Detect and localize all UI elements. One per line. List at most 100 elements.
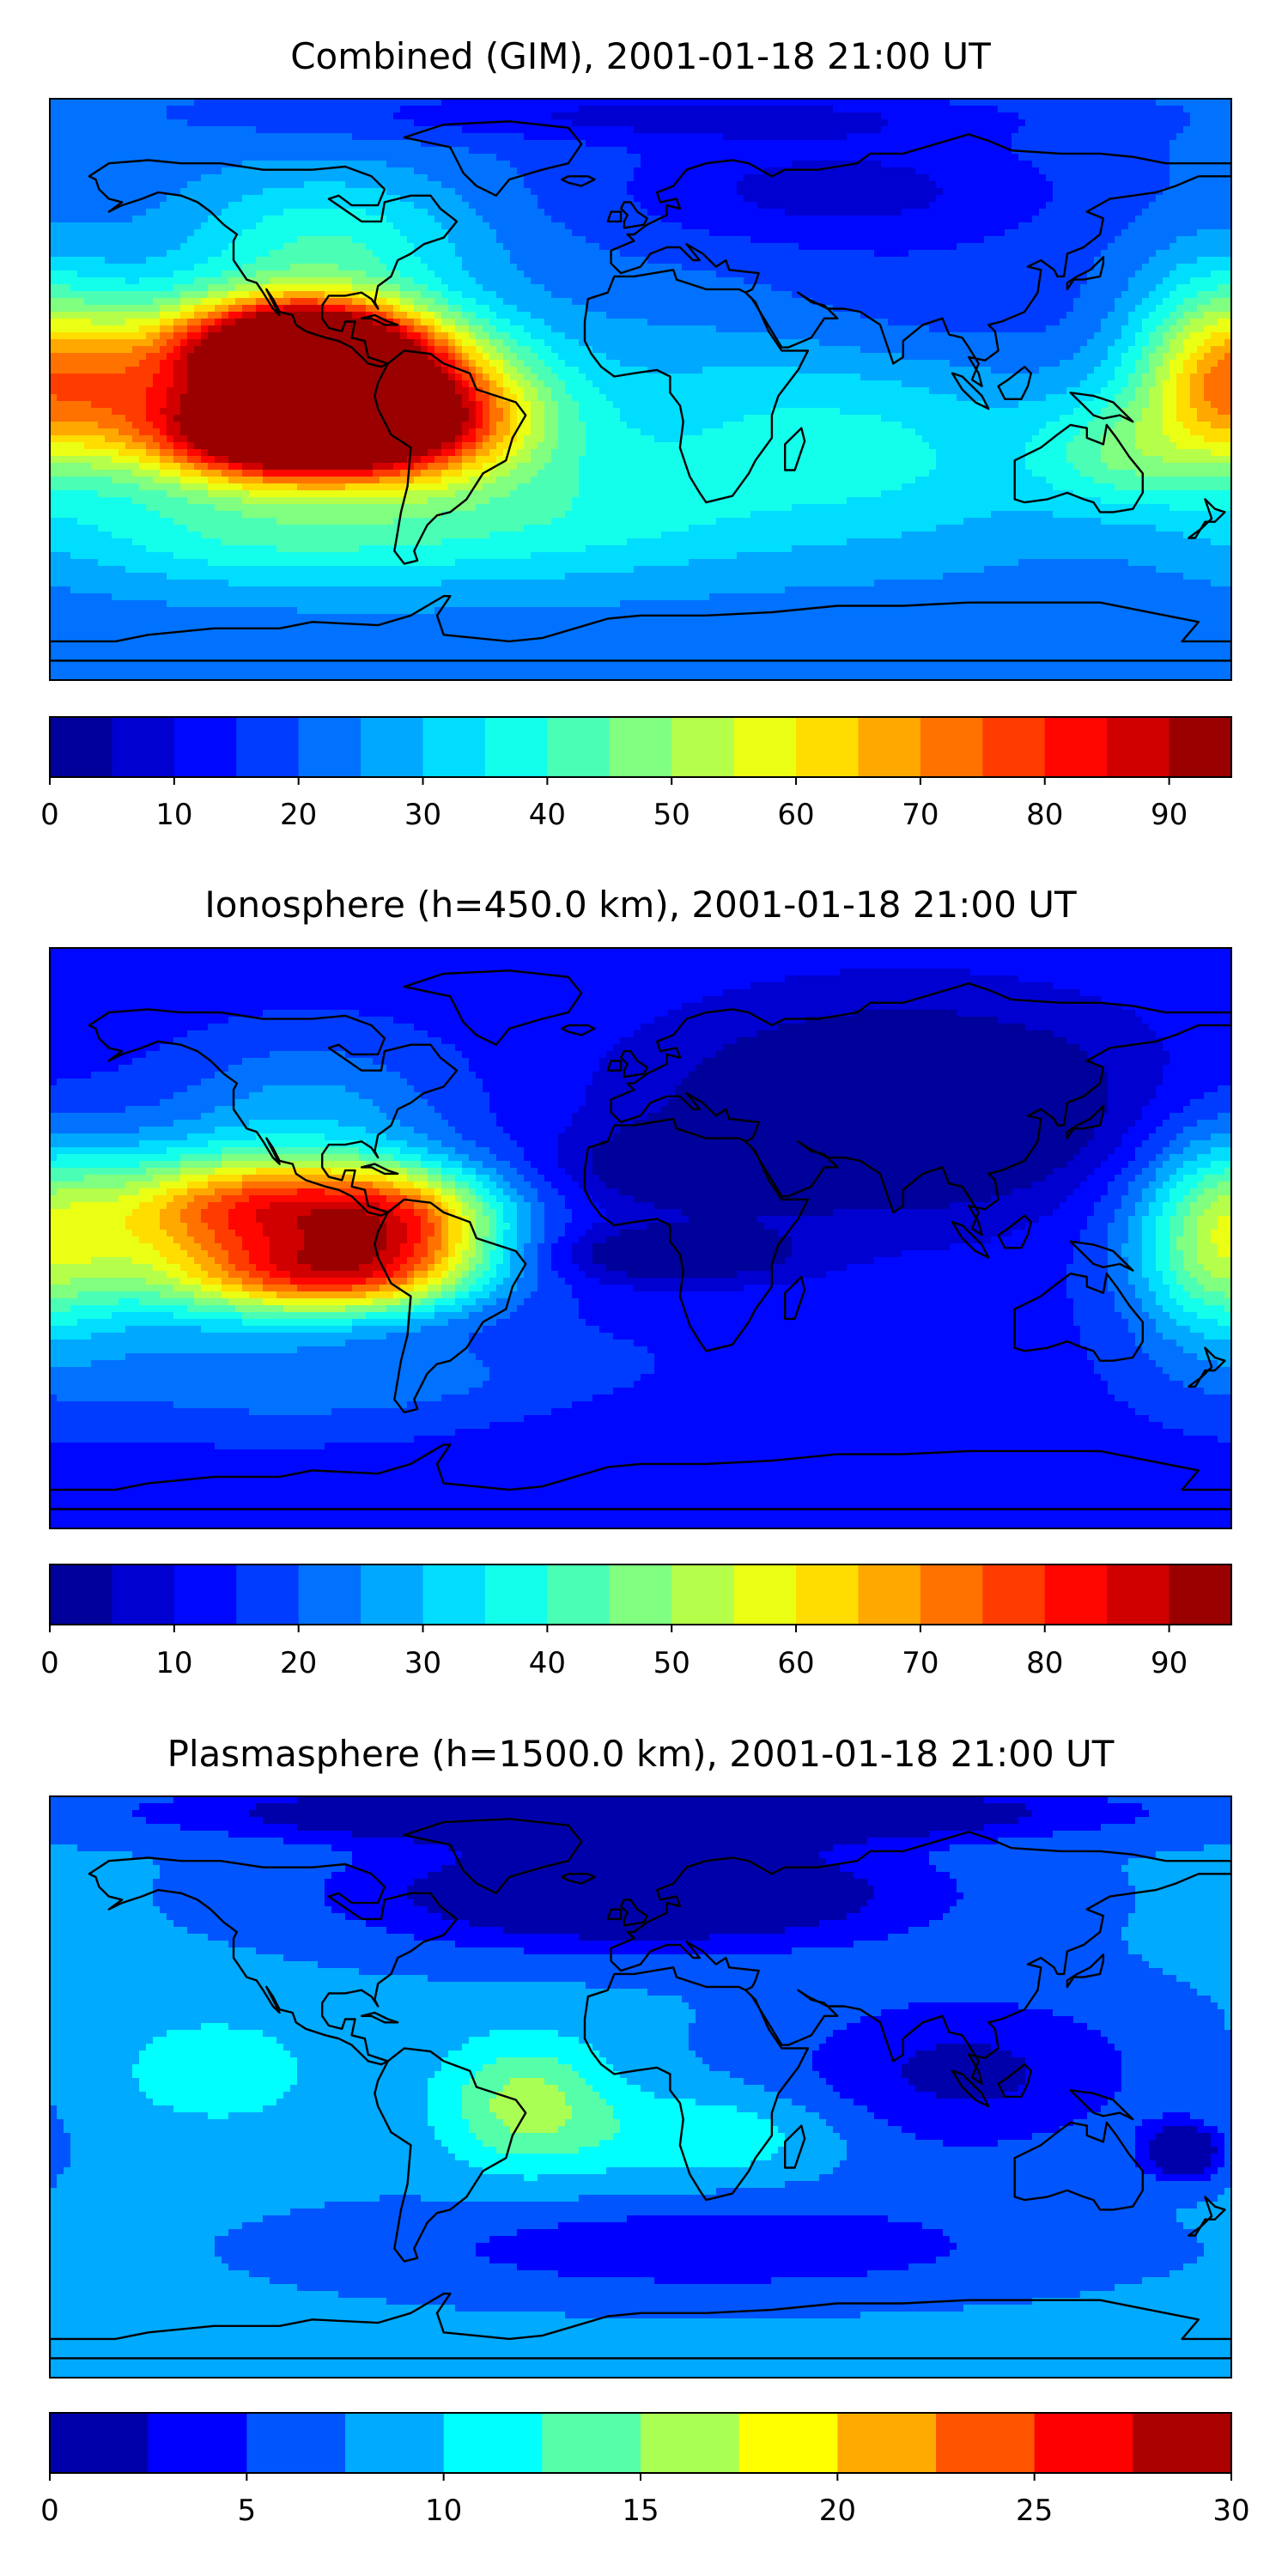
field-cell [441,202,449,210]
field-cell [139,174,147,182]
field-cell [744,106,751,113]
field-cell [716,250,724,258]
field-cell [1046,209,1054,216]
field-cell [1032,216,1040,223]
field-cell [977,202,985,210]
field-cell [270,209,277,216]
field-cell [682,181,690,189]
field-cell [338,188,346,196]
field-cell [922,229,930,237]
field-cell [290,147,298,155]
field-cell [586,99,593,106]
field-cell [132,243,140,251]
field-cell [160,167,167,175]
field-cell [984,229,992,237]
field-cell [613,133,621,141]
field-cell [936,147,944,155]
field-cell [606,181,614,189]
field-cell [1066,202,1074,210]
field-cell [984,161,992,168]
field-cell [977,229,985,237]
field-cell [682,277,690,285]
field-cell [1039,167,1047,175]
field-cell [716,202,724,210]
field-cell [517,112,525,120]
field-cell [682,112,690,120]
field-cell [194,188,202,196]
field-cell [153,167,161,175]
field-cell [325,154,332,161]
field-cell [77,99,85,106]
field-cell [627,119,635,127]
field-cell [833,243,841,251]
field-cell [792,216,799,223]
field-cell [902,209,909,216]
field-cell [400,99,408,106]
field-cell [702,140,710,148]
field-cell [1142,264,1150,271]
field-cell [943,188,951,196]
field-cell [943,99,951,106]
field-cell [833,222,841,230]
field-cell [723,119,731,127]
field-cell [1080,140,1088,148]
field-cell [1115,188,1122,196]
field-cell [276,181,284,189]
field-cell [538,167,545,175]
field-cell [434,154,442,161]
field-cell [1053,243,1060,251]
field-cell [654,291,662,299]
field-cell [592,216,600,223]
field-cell [1170,154,1177,161]
field-cell [201,257,209,264]
field-cell [1073,106,1081,113]
field-cell [902,229,909,237]
field-cell [551,174,559,182]
field-cell [592,236,600,244]
field-cell [84,257,92,264]
field-cell [599,112,607,120]
field-cell [922,188,930,196]
field-cell [833,284,841,292]
field-cell [64,229,71,237]
field-cell [895,216,902,223]
field-cell [325,209,332,216]
field-cell [1005,181,1012,189]
field-cell [641,284,648,292]
field-cell [702,222,710,230]
field-cell [283,291,291,299]
field-cell [222,195,229,203]
field-cell [538,147,545,155]
field-cell [393,243,401,251]
field-cell [359,167,367,175]
field-cell [345,167,353,175]
field-cell [414,202,422,210]
field-cell [592,188,600,196]
field-cell [1018,284,1026,292]
field-cell [551,126,559,134]
field-cell [414,161,422,168]
field-cell [208,257,216,264]
field-cell [599,147,607,155]
field-cell [249,119,257,127]
field-cell [98,126,106,134]
field-cell [139,229,147,237]
field-cell [641,174,648,182]
field-cell [352,119,360,127]
field-cell [1039,181,1047,189]
field-cell [242,126,250,134]
field-cell [1183,99,1191,106]
field-cell [606,147,614,155]
field-cell [50,236,58,244]
field-cell [517,147,525,155]
field-cell [805,174,813,182]
field-cell [922,222,930,230]
field-cell [902,167,909,175]
field-cell [867,209,875,216]
field-cell [256,243,264,251]
field-cell [977,119,985,127]
field-cell [1176,154,1184,161]
field-cell [297,147,305,155]
field-cell [737,161,744,168]
field-cell [833,119,841,127]
